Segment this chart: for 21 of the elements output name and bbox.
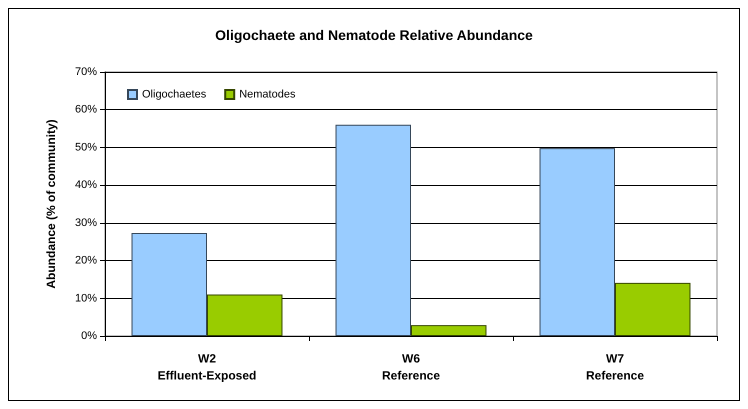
bar: [207, 294, 282, 336]
y-tick-label: 60%: [74, 104, 98, 116]
bar: [132, 233, 207, 336]
y-axis-title: Abundance (% of community): [44, 119, 58, 289]
x-tick-label: W6 Reference: [382, 352, 440, 382]
y-tick-label: 30%: [74, 216, 98, 229]
bar: [540, 148, 615, 336]
y-tick-label: 10%: [74, 292, 98, 304]
y-tick-label: 50%: [74, 141, 98, 154]
bar: [615, 282, 690, 336]
bar: [411, 325, 486, 336]
x-tick-label: W7 Reference: [586, 352, 644, 382]
bar: [336, 124, 411, 336]
y-tick-label: 20%: [74, 254, 98, 267]
legend-label: Oligochaetes: [142, 88, 207, 100]
y-tick-label: 0%: [81, 330, 98, 342]
y-tick-label: 70%: [74, 66, 98, 78]
x-tick-label: W2 Effluent-Exposed: [158, 352, 256, 382]
y-tick-label: 40%: [74, 179, 98, 192]
legend-label: Nematodes: [239, 88, 296, 100]
chart-title: Oligochaete and Nematode Relative Abundance: [215, 27, 534, 43]
